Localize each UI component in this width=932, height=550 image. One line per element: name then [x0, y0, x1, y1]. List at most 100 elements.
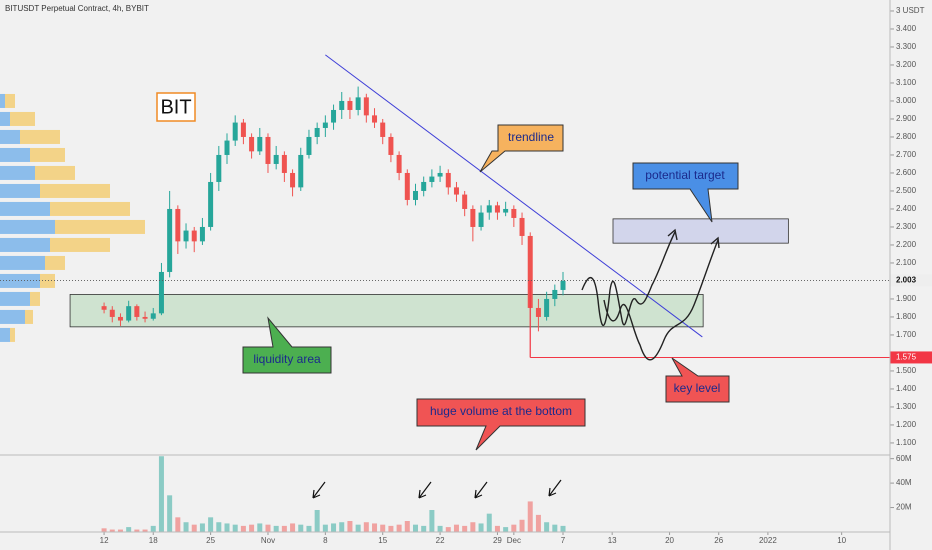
volume-bar: [478, 523, 484, 532]
y-tick-label: 2.100: [896, 258, 917, 267]
volume-bar: [363, 522, 369, 532]
callout-text: key level: [674, 381, 721, 395]
candle-body: [552, 289, 558, 299]
candle-body: [249, 136, 255, 152]
volume-bar: [150, 525, 156, 532]
x-tick-label: 29: [493, 536, 502, 545]
profile-down: [25, 309, 33, 324]
profile-down: [30, 291, 40, 306]
candle-body: [183, 230, 189, 242]
profile-down: [55, 219, 145, 234]
projection-scribble: [581, 231, 676, 326]
projection-arrowhead: [667, 228, 678, 241]
candle-body: [199, 226, 205, 242]
y-tick-label: 1.100: [896, 438, 917, 447]
candle-body: [478, 212, 484, 227]
candle-body: [355, 97, 361, 110]
candle-body: [117, 316, 123, 321]
candle-body: [363, 97, 369, 116]
candle-body: [331, 109, 337, 123]
candle-body: [232, 122, 238, 141]
volume-bar: [380, 524, 386, 532]
candle-body: [503, 208, 509, 213]
callout-text: potential target: [645, 168, 725, 182]
volume-bar: [290, 523, 296, 532]
volume-bar: [167, 495, 173, 532]
volume-bar: [339, 522, 345, 532]
candle-body: [429, 176, 435, 182]
candle-body: [560, 280, 566, 290]
volume-bar: [126, 527, 132, 532]
y2-tick-label: 40M: [896, 478, 912, 487]
candle-body: [134, 306, 140, 317]
volume-bar: [355, 524, 361, 532]
profile-up: [0, 237, 50, 252]
x-tick-label: 15: [378, 536, 387, 545]
candle-body: [101, 306, 107, 310]
profile-up: [0, 183, 40, 198]
volume-bar: [453, 524, 459, 532]
y-tick-label: 2.300: [896, 222, 917, 231]
x-tick-label: Nov: [261, 536, 275, 545]
candle-body: [421, 181, 427, 191]
volume-bar: [306, 525, 312, 532]
volume-bar: [535, 514, 541, 532]
chart-title: BITUSDT Perpetual Contract, 4h, BYBIT: [5, 4, 149, 13]
x-tick-label: 13: [608, 536, 617, 545]
volume-bar: [109, 529, 115, 532]
candle-body: [453, 187, 459, 195]
candle-body: [412, 190, 418, 200]
symbol-label: BIT: [160, 96, 191, 118]
volume-bar: [429, 510, 435, 532]
callout-text: liquidity area: [253, 352, 321, 366]
volume-bar: [158, 456, 164, 532]
y-tick-label: 3.000: [896, 96, 917, 105]
profile-up: [0, 129, 20, 144]
candle-body: [527, 235, 533, 308]
profile-down: [20, 129, 60, 144]
profile-up: [0, 93, 5, 108]
volume-bar: [347, 521, 353, 532]
candle-body: [511, 208, 517, 218]
candle-body: [257, 136, 263, 152]
profile-up: [0, 273, 40, 288]
volume-bar: [117, 529, 123, 532]
candle-body: [404, 172, 410, 200]
volume-arrow: [548, 479, 562, 497]
y-tick-label: 2.800: [896, 132, 917, 141]
volume-bar: [199, 523, 205, 532]
candle-body: [544, 298, 550, 317]
liquidity-callout: [242, 316, 332, 374]
volume-arrow: [418, 481, 432, 499]
candle-body: [298, 154, 304, 188]
candle-body: [191, 230, 197, 242]
volume-bar: [273, 525, 279, 532]
profile-up: [0, 291, 30, 306]
candle-body: [158, 271, 164, 314]
candle-body: [470, 208, 476, 227]
volume-bar: [462, 525, 468, 532]
x-tick-label: 26: [714, 536, 723, 545]
candle-body: [322, 122, 328, 128]
profile-down: [45, 255, 65, 270]
volume-bar: [445, 527, 451, 532]
x-tick-label: 10: [837, 536, 846, 545]
x-tick-label: 8: [323, 536, 328, 545]
volume-bar: [298, 524, 304, 532]
y-tick-label: 3.300: [896, 42, 917, 51]
y-tick-label: 3.400: [896, 24, 917, 33]
volume-arrow: [474, 481, 488, 499]
y-tick-label: 3.200: [896, 60, 917, 69]
volume-bar: [519, 519, 525, 532]
volume-bar: [191, 524, 197, 532]
volume-bar: [560, 525, 566, 532]
x-tick-label: 2022: [759, 536, 777, 545]
volume-bar: [404, 521, 410, 532]
y-tick-label: 2.900: [896, 114, 917, 123]
candle-body: [224, 140, 230, 155]
volume-bar: [257, 523, 263, 532]
callout-text: huge volume at the bottom: [430, 404, 572, 418]
volume-bar: [208, 517, 214, 532]
volume-bar: [183, 522, 189, 532]
candle-body: [494, 205, 500, 213]
